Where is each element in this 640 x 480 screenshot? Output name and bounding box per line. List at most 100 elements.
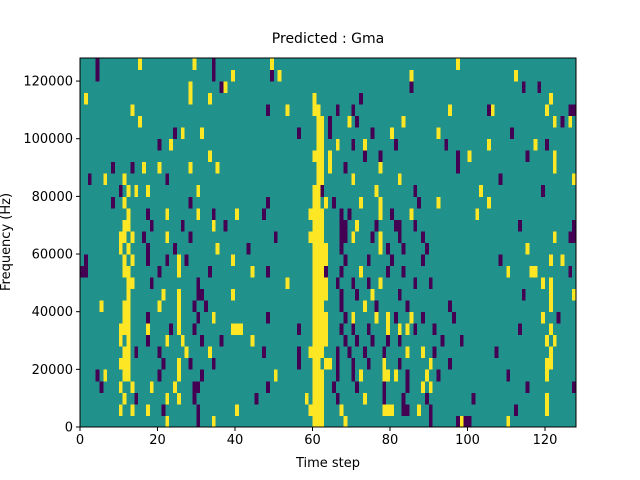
heatmap-cell <box>95 69 100 82</box>
heatmap-cell <box>494 138 499 151</box>
heatmap-cell <box>126 115 131 128</box>
heatmap-cell <box>87 265 93 278</box>
heatmap-cell <box>471 311 476 324</box>
heatmap-cell <box>293 104 298 117</box>
heatmap-cell <box>312 150 317 163</box>
heatmap-cell <box>483 323 488 336</box>
heatmap-cell <box>316 92 321 105</box>
heatmap-cell <box>231 415 236 428</box>
heatmap-cell <box>289 230 294 243</box>
heatmap-cell <box>145 207 151 220</box>
heatmap-cell <box>145 184 151 197</box>
heatmap-cell <box>111 380 116 393</box>
heatmap-cell <box>103 311 108 324</box>
heatmap-cell <box>452 184 457 197</box>
heatmap-cell <box>556 380 561 393</box>
heatmap-cell <box>254 323 259 336</box>
heatmap-cell <box>219 265 224 278</box>
heatmap-cell <box>83 323 89 336</box>
heatmap-cell <box>273 138 279 151</box>
heatmap-cell <box>541 115 546 128</box>
heatmap-cell <box>114 81 120 93</box>
heatmap-cell <box>328 415 333 428</box>
heatmap-cell <box>459 254 465 266</box>
heatmap-cell <box>417 150 422 163</box>
heatmap-cell <box>308 242 313 255</box>
heatmap-cell <box>192 138 197 151</box>
heatmap-cell <box>211 254 217 266</box>
heatmap-cell <box>300 138 306 151</box>
heatmap-cell <box>138 277 143 290</box>
heatmap-cell <box>378 115 383 128</box>
heatmap-cell <box>440 104 445 117</box>
heatmap-cell <box>343 311 348 324</box>
heatmap-cell <box>498 104 503 117</box>
heatmap-cell <box>324 138 329 151</box>
heatmap-cell <box>277 242 282 255</box>
heatmap-cell <box>440 334 445 347</box>
heatmap-cell <box>393 265 399 278</box>
heatmap-cell <box>421 230 426 243</box>
heatmap-cell <box>517 196 523 209</box>
heatmap-cell <box>529 127 534 140</box>
heatmap-cell <box>401 334 406 347</box>
heatmap-cell <box>548 380 554 393</box>
heatmap-cell <box>145 196 151 209</box>
heatmap-cell <box>455 115 461 128</box>
heatmap-cell <box>390 104 395 117</box>
heatmap-cell <box>87 184 93 197</box>
heatmap-cell <box>211 81 217 93</box>
heatmap-cell <box>130 230 135 243</box>
heatmap-cell <box>227 230 232 243</box>
heatmap-cell <box>525 288 530 301</box>
heatmap-cell <box>483 277 488 290</box>
heatmap-cell <box>176 346 182 359</box>
heatmap-cell <box>266 242 271 255</box>
heatmap-cell <box>87 81 93 93</box>
heatmap-cell <box>355 334 360 347</box>
heatmap-cell <box>413 184 418 197</box>
heatmap-cell <box>200 69 205 82</box>
heatmap-cell <box>471 346 476 359</box>
heatmap-cell <box>200 138 205 151</box>
heatmap-cell <box>180 161 186 174</box>
heatmap-cell <box>207 58 213 70</box>
heatmap-cell <box>467 311 472 324</box>
heatmap-cell <box>428 323 434 336</box>
heatmap-cell <box>269 115 275 128</box>
heatmap-cell <box>219 173 224 186</box>
heatmap-cell <box>374 300 379 313</box>
heatmap-cell <box>246 334 251 347</box>
heatmap-cell <box>382 196 387 209</box>
heatmap-cell <box>413 150 418 163</box>
heatmap-cell <box>440 92 445 105</box>
heatmap-cell <box>297 415 302 428</box>
heatmap-cell <box>297 138 302 151</box>
heatmap-cell <box>293 92 298 105</box>
heatmap-cell <box>521 69 527 82</box>
heatmap-cell <box>235 288 240 301</box>
heatmap-cell <box>331 334 337 347</box>
heatmap-cell <box>393 196 399 209</box>
heatmap-cell <box>564 92 569 105</box>
heatmap-cell <box>111 196 116 209</box>
heatmap-cell <box>498 369 503 382</box>
heatmap-cell <box>122 346 127 359</box>
heatmap-cell <box>149 288 155 301</box>
heatmap-cell <box>262 196 267 209</box>
heatmap-cell <box>304 346 310 359</box>
heatmap-cell <box>432 242 437 255</box>
heatmap-cell <box>331 173 337 186</box>
heatmap-cell <box>200 346 205 359</box>
heatmap-cell <box>421 311 426 324</box>
heatmap-cell <box>560 300 565 313</box>
heatmap-cell <box>339 230 344 243</box>
heatmap-cell <box>188 277 193 290</box>
heatmap-cell <box>107 242 112 255</box>
heatmap-cell <box>277 219 282 232</box>
heatmap-cell <box>258 357 263 370</box>
heatmap-cell <box>165 92 170 105</box>
heatmap-cell <box>87 254 93 266</box>
heatmap-cell <box>297 219 302 232</box>
heatmap-cell <box>343 369 348 382</box>
